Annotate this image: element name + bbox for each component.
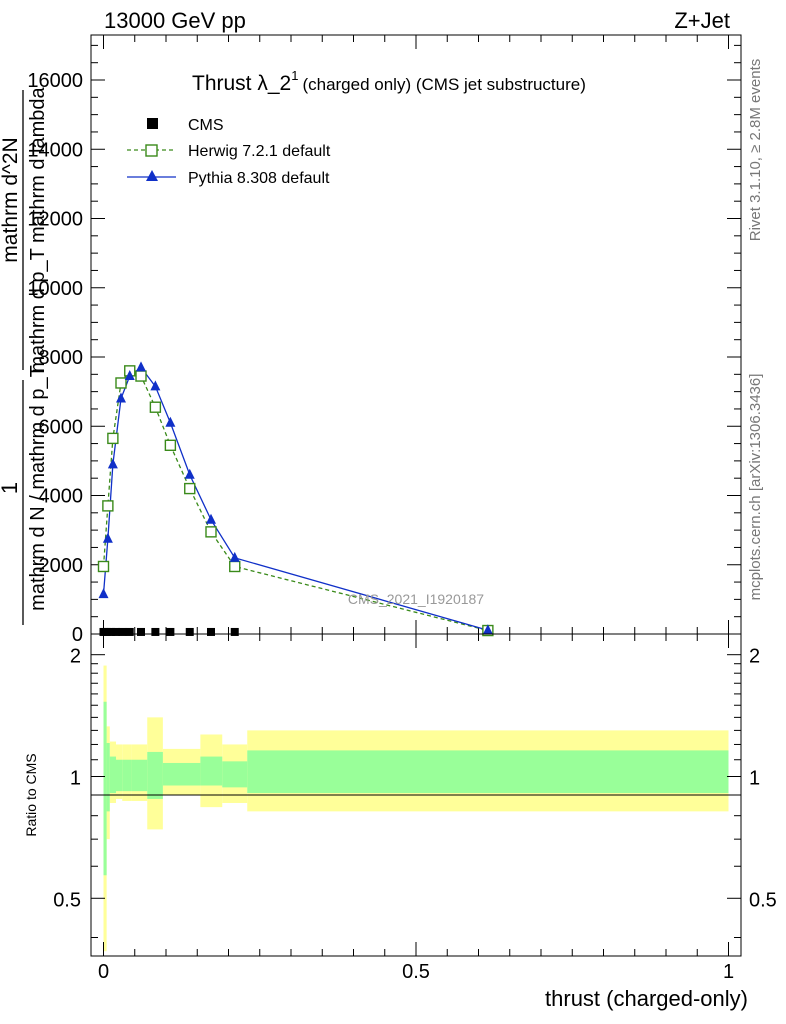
title-sub: (charged only) (CMS jet substructure): [302, 75, 585, 94]
ratio-band-stat: [222, 761, 248, 788]
cms-point: [102, 627, 111, 636]
herwig-point: [135, 370, 147, 382]
ratio-band-stat: [247, 750, 729, 794]
main-series-layer: [97, 361, 494, 637]
herwig-point: [205, 526, 217, 538]
herwig-point: [107, 432, 119, 445]
legend-herwig-label: Herwig 7.2.1 default: [188, 143, 331, 160]
herwig-point: [164, 439, 177, 451]
legend-cms-marker: [147, 118, 158, 129]
main-ytick-label: 10000: [27, 278, 83, 300]
main-ytick-label: 16000: [27, 70, 83, 92]
ratio-panel: 0.5 0.51 12 2 0 0.5 1 Ratio to CMS: [23, 633, 777, 983]
y-label-denominator: mathrm d N / mathrm d p_T: [27, 365, 49, 611]
chart-title: Thrust λ_21 (charged only) (CMS jet subst…: [192, 68, 586, 95]
cms-point: [166, 627, 175, 636]
legend-pythia-marker: [146, 170, 158, 181]
pythia-point: [116, 392, 126, 403]
pythia-point: [124, 370, 135, 381]
main-panel: 0 2000 4000 6000 8000 10000 12000 14000 16000 Th…: [27, 34, 742, 646]
ratio-band-stat: [116, 759, 123, 792]
ratio-band-stat: [103, 701, 107, 876]
header-left: 13000 GeV pp: [104, 8, 246, 33]
pythia-point: [150, 380, 161, 391]
ratio-band-stat: [131, 759, 148, 792]
main-ytick-label: 4000: [39, 486, 84, 508]
main-ytick-label: 12000: [27, 209, 83, 231]
ratio-ytick-label-right: 1: [749, 767, 760, 789]
pythia-point: [184, 468, 195, 479]
main-ytick-label: 8000: [39, 347, 84, 369]
cms-point: [118, 627, 127, 636]
ratio-axis-label: Ratio to CMS: [23, 753, 39, 836]
y-axis-label: 1 mathrm d N / mathrm d p_T mathrm d^2N …: [0, 86, 49, 625]
cms-point: [107, 627, 115, 636]
cms-point: [185, 627, 194, 636]
herwig-point: [97, 560, 110, 573]
watermark: CMS_2021_I1920187: [348, 591, 484, 607]
title-main: Thrust λ_2: [192, 72, 291, 95]
xtick-label: 0: [98, 961, 109, 983]
herwig-point: [184, 482, 196, 495]
main-axis-ticks: 0 2000 4000 6000 8000 10000 12000 14000 16000: [27, 35, 741, 646]
legend-herwig-marker: [145, 144, 158, 157]
legend-pythia-label: Pythia 8.308 default: [188, 170, 330, 187]
herwig-point: [115, 377, 127, 389]
y-label-second-denominator: mathrm d p_T mathrm d lambda: [27, 86, 49, 372]
pythia-point: [102, 532, 113, 543]
main-ytick-label: 0: [72, 624, 83, 646]
pythia-point: [165, 416, 176, 427]
ratio-ytick-label-left: 2: [70, 646, 81, 668]
herwig-point: [229, 560, 241, 573]
ratio-band-stat: [178, 762, 201, 786]
legend-cms-label: CMS: [188, 117, 224, 134]
x-axis-ticks: 0 0.5 1: [98, 634, 734, 983]
cms-point: [125, 627, 134, 636]
cms-point: [112, 627, 120, 636]
ratio-axis-ticks: 0.5 0.5 1 1 2 2: [53, 646, 777, 938]
xtick-label: 0.5: [402, 961, 430, 983]
pythia-point: [482, 624, 493, 635]
rivet-label: Rivet 3.1.10, ≥ 2.8M events: [747, 59, 764, 242]
ratio-band-stat: [106, 742, 110, 812]
pythia-line: [102, 366, 489, 631]
pythia-point: [107, 458, 118, 469]
ratio-ytick-label-left: 1: [70, 767, 81, 789]
pythia-point: [98, 588, 109, 599]
y-label-numerator: 1: [0, 482, 22, 494]
pythia-point: [206, 513, 216, 524]
header-right: Z+Jet: [674, 8, 730, 33]
main-ytick-label: 14000: [27, 139, 83, 161]
ratio-bands: [103, 665, 729, 952]
x-axis-label: thrust (charged-only): [545, 986, 748, 1011]
cms-point: [151, 627, 160, 636]
herwig-point: [149, 401, 162, 413]
mcplots-label: mcplots.cern.ch [arXiv:1306.3436]: [747, 374, 764, 601]
ratio-ytick-label-right: 2: [749, 646, 760, 668]
ratio-ytick-label-left: 0.5: [53, 889, 81, 911]
herwig-point: [102, 500, 114, 512]
ratio-band-stat: [109, 756, 116, 794]
main-ytick-label: 6000: [39, 416, 84, 438]
ratio-band-stat: [147, 751, 163, 799]
cms-point: [230, 627, 239, 636]
pythia-point: [136, 361, 146, 372]
y-label-second: mathrm d^2N: [0, 137, 22, 262]
xtick-label: 1: [723, 961, 734, 983]
ratio-band-stat: [162, 762, 179, 786]
cms-point: [137, 627, 145, 636]
ratio-ytick-label-right: 0.5: [749, 889, 777, 911]
pythia-point: [229, 551, 240, 562]
ratio-band-stat: [200, 756, 223, 786]
ratio-band-stat: [122, 759, 132, 792]
legend: CMS Herwig 7.2.1 default Pythia 8.308 de…: [127, 117, 331, 187]
cms-point: [207, 627, 215, 636]
main-ytick-label: 2000: [39, 555, 84, 577]
title-sup: 1: [291, 68, 298, 83]
